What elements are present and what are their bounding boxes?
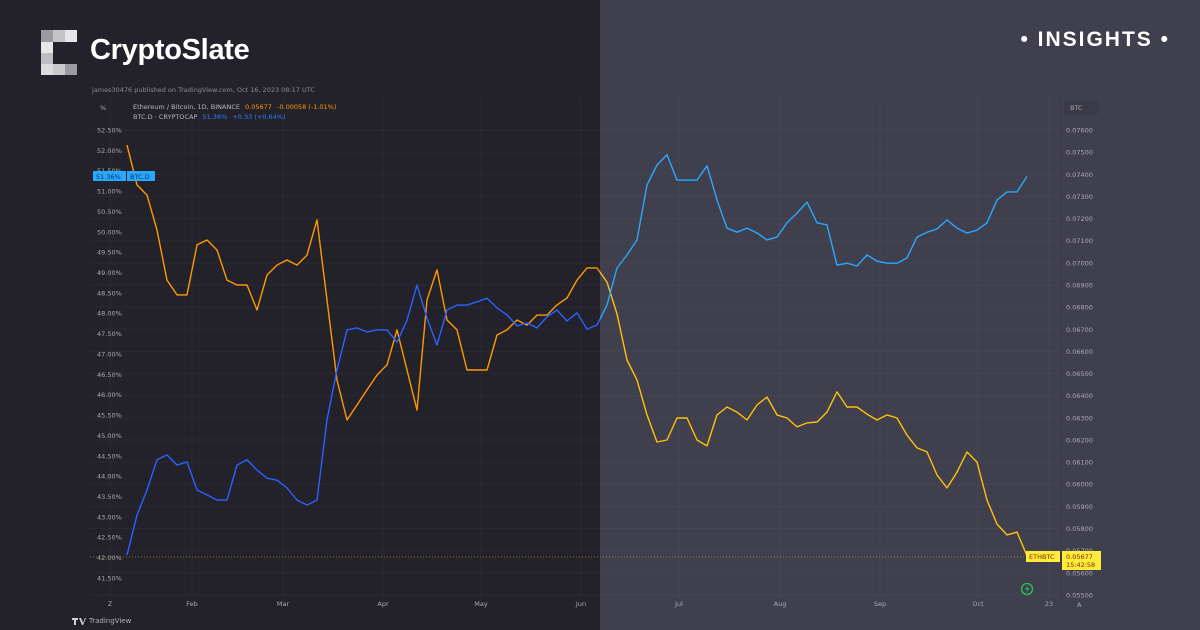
tradingview-logo-icon: [72, 617, 86, 625]
left-tick-label: 44.00%: [97, 473, 122, 481]
left-tick-label: 44.50%: [97, 452, 122, 460]
ethbtc-value-badge-text: 0.05677: [1066, 553, 1093, 561]
left-tick-label: 48.00%: [97, 310, 122, 318]
left-tick-label: 48.50%: [97, 289, 122, 297]
publication-info: james30476 published on TradingView.com,…: [92, 86, 315, 94]
x-tick-label: Jun: [575, 600, 586, 608]
btcd-name-badge: [127, 171, 155, 181]
x-tick-label: Aug: [774, 600, 787, 608]
left-tick-label: 41.50%: [97, 574, 122, 582]
left-tick-label: 47.00%: [97, 350, 122, 358]
right-axis-unit-box: [1064, 101, 1098, 114]
x-tick-label: Z: [108, 600, 113, 608]
left-tick-label: 52.50%: [97, 127, 122, 135]
right-tick-label: 0.07000: [1066, 259, 1093, 267]
right-tick-label: 0.05800: [1066, 525, 1093, 533]
left-tick-label: 46.50%: [97, 371, 122, 379]
left-tick-label: 45.50%: [97, 412, 122, 420]
left-tick-label: 49.50%: [97, 249, 122, 257]
right-tick-label: 0.06100: [1066, 459, 1093, 467]
right-tick-label: 0.05600: [1066, 569, 1093, 577]
x-tick-label: Oct: [972, 600, 984, 608]
right-panel-background: [600, 0, 1200, 630]
left-axis: 52.50%52.00%51.50%51.00%50.50%50.00%49.5…: [97, 127, 122, 583]
right-tick-label: 0.06900: [1066, 281, 1093, 289]
left-tick-label: 42.50%: [97, 534, 122, 542]
left-tick-label: 45.00%: [97, 432, 122, 440]
legend-btcd[interactable]: BTC.D · CRYPTOCAP 51.36% +0.33 (+0.64%): [133, 113, 286, 121]
right-tick-label: 0.07500: [1066, 149, 1093, 157]
legend-ethbtc-label: Ethereum / Bitcoin, 1D, BINANCE: [133, 103, 240, 111]
right-tick-label: 0.05500: [1066, 591, 1093, 599]
btcd-value-badge: [93, 171, 126, 181]
right-tick-label: 0.06800: [1066, 304, 1093, 312]
left-tick-label: 50.50%: [97, 208, 122, 216]
right-tick-label: 0.06700: [1066, 326, 1093, 334]
x-tick-label: Apr: [377, 600, 389, 608]
x-tick-label: 23: [1045, 600, 1053, 608]
right-tick-label: 0.07600: [1066, 127, 1093, 135]
right-tick-label: 0.07100: [1066, 237, 1093, 245]
x-tick-label: Mar: [277, 600, 290, 608]
right-tick-label: 0.06600: [1066, 348, 1093, 356]
legend-ethbtc-value: 0.05677: [245, 103, 272, 111]
x-tick-label: Sep: [874, 600, 886, 608]
right-axis[interactable]: 0.07600 0.07500 0.07400 0.07300 0.07200 0.071…: [1066, 127, 1093, 600]
x-tick-label: Jul: [674, 600, 683, 608]
x-tick-label: May: [474, 600, 488, 608]
x-axis[interactable]: Z Feb Mar Apr May Jun Jul Aug Sep Oct 23: [108, 600, 1053, 608]
left-tick-label: 47.50%: [97, 330, 122, 338]
right-tick-label: 0.06300: [1066, 414, 1093, 422]
btcd-name-badge-text: BTC.D: [130, 173, 150, 181]
left-tick-label: 43.50%: [97, 493, 122, 501]
legend-ethbtc-change: -0.00058 (-1.01%): [277, 103, 337, 111]
right-tick-label: 0.06500: [1066, 370, 1093, 378]
grid: [90, 98, 1061, 598]
right-tick-label: 0.07300: [1066, 193, 1093, 201]
tradingview-text: TradingView: [89, 617, 132, 625]
percent-button[interactable]: %: [100, 104, 106, 112]
ethbtc-value-badge: [1062, 551, 1101, 570]
left-tick-label: 42.00%: [97, 554, 122, 562]
series-lines: [126, 144, 1028, 557]
legend-btcd-label: BTC.D · CRYPTOCAP: [133, 113, 198, 121]
left-tick-label: 50.00%: [97, 228, 122, 236]
right-tick-label: 0.06200: [1066, 436, 1093, 444]
right-tick-label: 0.05900: [1066, 503, 1093, 511]
insights-text: INSIGHTS: [1037, 28, 1153, 51]
ethbtc-name-badge: [1026, 551, 1060, 562]
right-tick-label: 0.07400: [1066, 171, 1093, 179]
auto-scale-button[interactable]: A: [1077, 601, 1082, 609]
legend-btcd-value: 51.36%: [202, 113, 228, 121]
lightning-icon[interactable]: [1020, 582, 1034, 596]
right-tick-label: 0.07200: [1066, 215, 1093, 223]
ethbtc-line-right: [600, 270, 1028, 557]
ethbtc-line-left: [126, 144, 600, 421]
right-tick-label: 0.06400: [1066, 392, 1093, 400]
tradingview-watermark: TradingView: [72, 617, 131, 625]
btcd-value-badge-text: 51.36%: [96, 173, 121, 181]
btcd-line-left: [126, 284, 600, 556]
ethbtc-countdown: 15:42:58: [1066, 561, 1095, 569]
insights-label: • INSIGHTS •: [1020, 28, 1170, 51]
legend-ethbtc[interactable]: Ethereum / Bitcoin, 1D, BINANCE 0.05677 …: [133, 103, 336, 111]
btcd-line-right: [600, 154, 1028, 321]
legend-btcd-change: +0.33 (+0.64%): [232, 113, 286, 121]
right-tick-label: 0.06000: [1066, 481, 1093, 489]
left-tick-label: 52.00%: [97, 147, 122, 155]
left-tick-label: 46.00%: [97, 391, 122, 399]
right-axis-unit: BTC: [1070, 104, 1083, 112]
cryptoslate-logo: [41, 30, 77, 75]
left-tick-label: 51.00%: [97, 188, 122, 196]
x-tick-label: Feb: [186, 600, 198, 608]
ethbtc-name-badge-text: ETHBTC: [1029, 553, 1055, 561]
brand-name: CryptoSlate: [90, 34, 250, 66]
left-tick-label: 49.00%: [97, 269, 122, 277]
left-tick-label: 43.00%: [97, 513, 122, 521]
